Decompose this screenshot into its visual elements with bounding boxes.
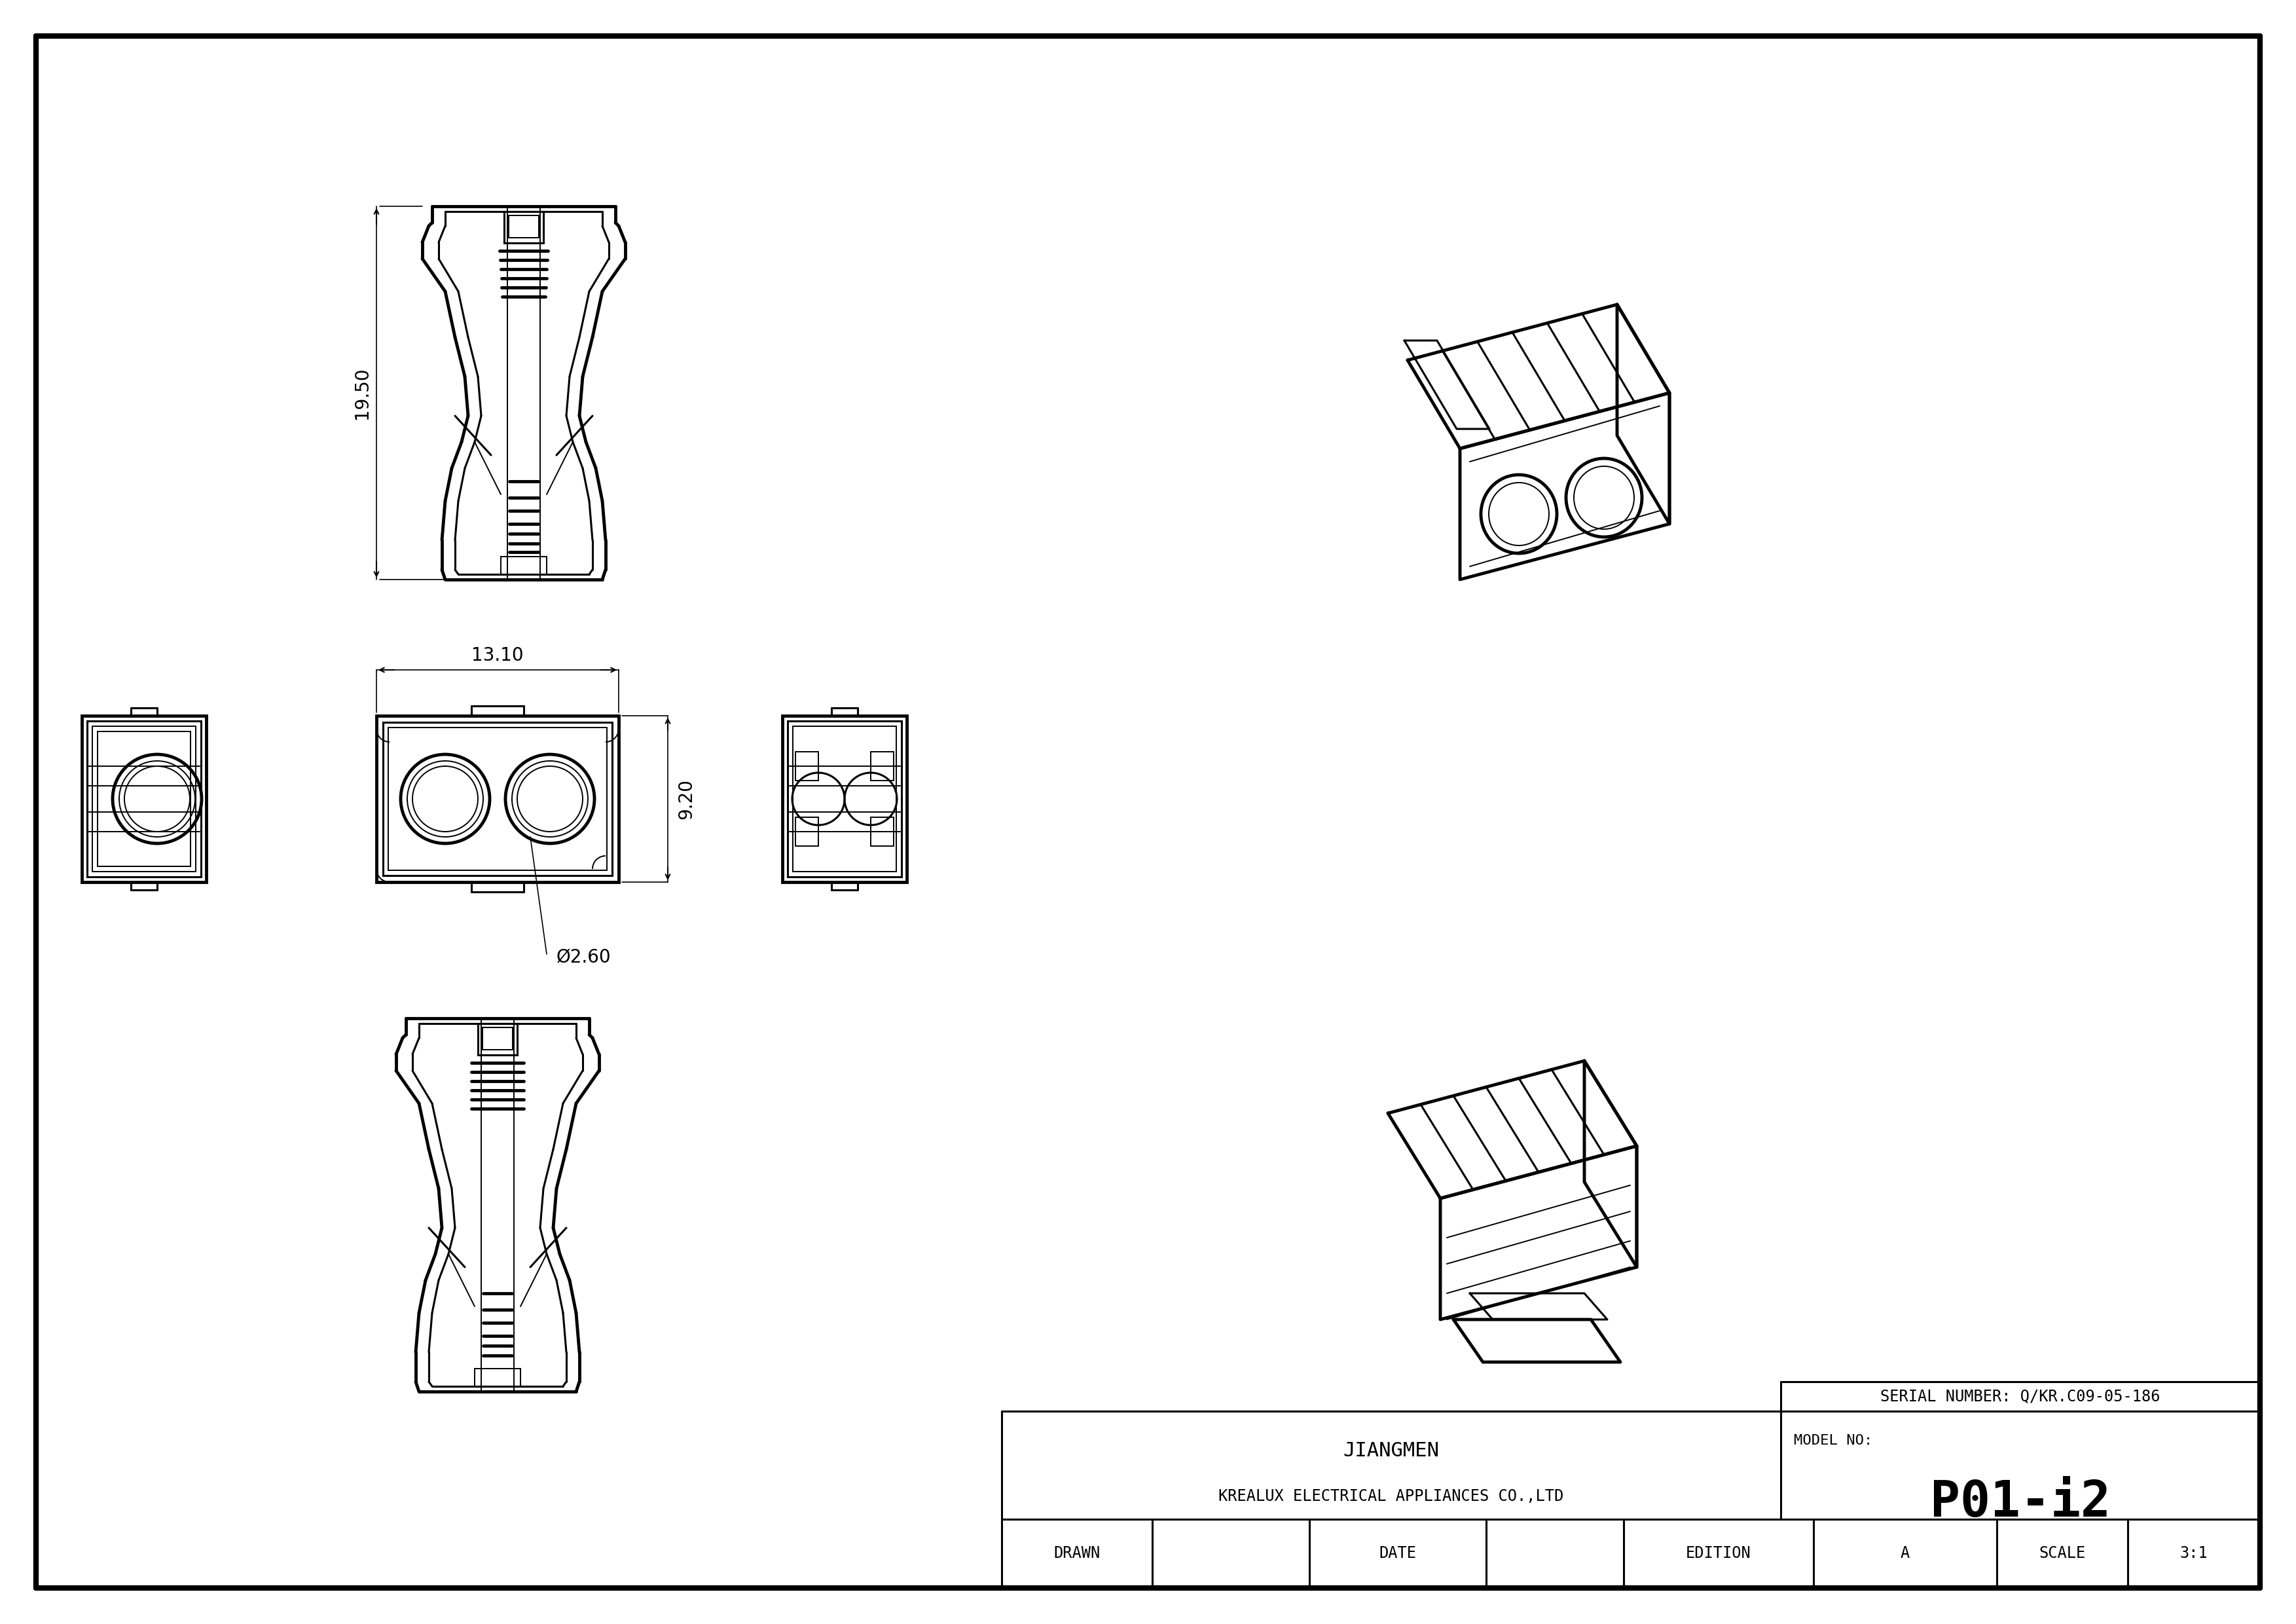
Bar: [83, 716, 207, 882]
Bar: [794, 752, 817, 781]
Text: 9.20: 9.20: [677, 778, 696, 818]
Text: SCALE: SCALE: [2039, 1546, 2085, 1561]
Bar: [794, 817, 817, 846]
Text: SERIAL NUMBER: Q/KR.C09-05-186: SERIAL NUMBER: Q/KR.C09-05-186: [1880, 1389, 2161, 1405]
Bar: [783, 716, 907, 882]
Text: KREALUX ELECTRICAL APPLIANCES CO.,LTD: KREALUX ELECTRICAL APPLIANCES CO.,LTD: [1219, 1489, 1564, 1504]
Text: Ø2.60: Ø2.60: [556, 948, 611, 966]
Text: DRAWN: DRAWN: [1054, 1546, 1100, 1561]
Text: EDITION: EDITION: [1685, 1546, 1752, 1561]
Text: P01-i2: P01-i2: [1931, 1478, 2110, 1527]
Text: A: A: [1901, 1546, 1910, 1561]
Text: 3:1: 3:1: [2179, 1546, 2209, 1561]
Text: MODEL NO:: MODEL NO:: [1793, 1434, 1874, 1447]
Bar: [788, 721, 902, 877]
Bar: [870, 752, 893, 781]
Bar: [792, 726, 895, 872]
Bar: [501, 557, 546, 575]
Bar: [388, 728, 606, 870]
Bar: [478, 1023, 517, 1056]
Text: 19.50: 19.50: [354, 367, 372, 419]
Text: DATE: DATE: [1380, 1546, 1417, 1561]
Bar: [505, 211, 544, 244]
Bar: [475, 1369, 521, 1387]
Bar: [96, 731, 191, 866]
Bar: [510, 216, 540, 237]
Bar: [377, 716, 618, 882]
Text: 13.10: 13.10: [471, 646, 523, 664]
Bar: [870, 817, 893, 846]
Bar: [87, 721, 202, 877]
Bar: [383, 723, 613, 875]
Text: JIANGMEN: JIANGMEN: [1343, 1440, 1440, 1460]
Bar: [482, 1028, 512, 1049]
Bar: [92, 726, 195, 872]
